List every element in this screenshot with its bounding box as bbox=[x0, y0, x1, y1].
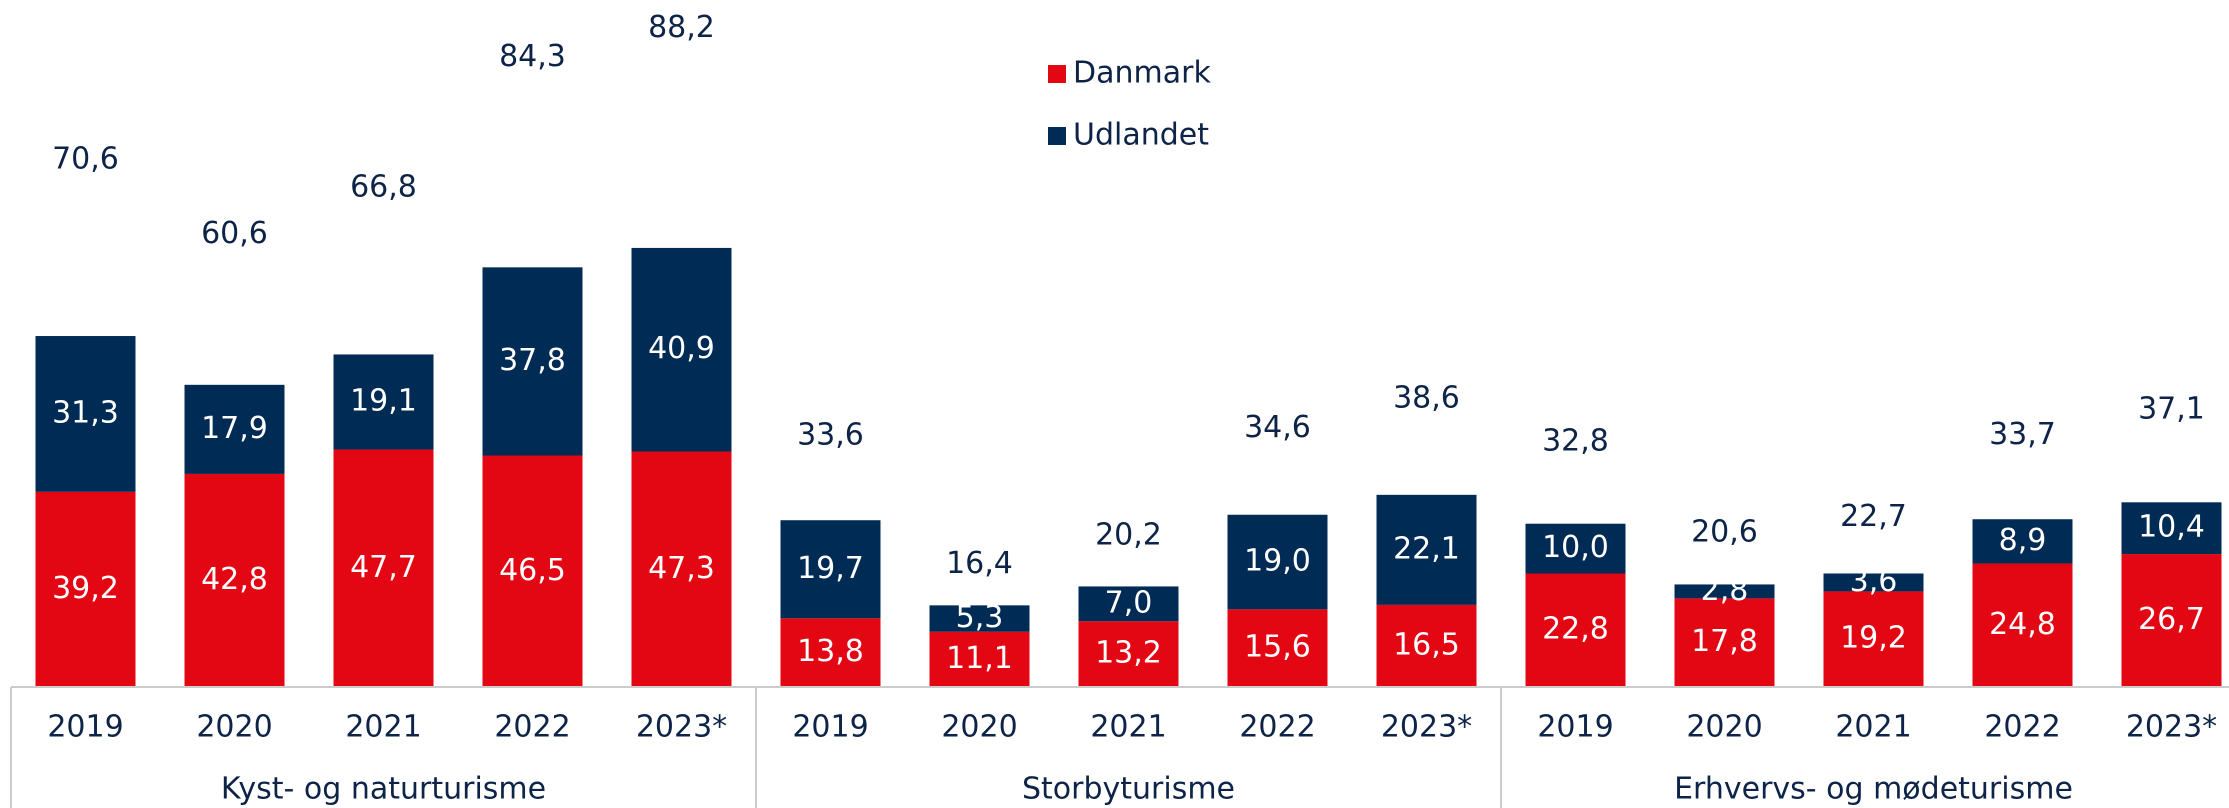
x-tick-label: 2021 bbox=[345, 710, 421, 745]
value-label: 19,1 bbox=[350, 383, 417, 418]
x-tick-label: 2020 bbox=[1686, 710, 1762, 745]
value-label: 17,9 bbox=[201, 411, 268, 446]
x-tick-label: 2019 bbox=[1537, 710, 1613, 745]
total-label: 32,8 bbox=[1542, 424, 1609, 459]
value-label: 13,2 bbox=[1095, 636, 1162, 671]
bar-segment bbox=[929, 605, 1030, 632]
total-label: 60,6 bbox=[201, 216, 268, 251]
value-label: 2,8 bbox=[1701, 573, 1749, 608]
value-label: 40,9 bbox=[648, 331, 715, 366]
x-tick-label: 2021 bbox=[1835, 710, 1911, 745]
total-label: 38,6 bbox=[1393, 380, 1460, 415]
bar-segment bbox=[1078, 621, 1179, 687]
bar-segment bbox=[1525, 523, 1626, 574]
legend-swatch bbox=[1048, 127, 1066, 145]
bar-segment bbox=[2121, 502, 2222, 555]
bar-segment bbox=[184, 473, 285, 687]
value-label: 22,1 bbox=[1393, 531, 1460, 566]
bar-segment bbox=[929, 631, 1030, 687]
x-tick-label: 2022 bbox=[1984, 710, 2060, 745]
value-label: 10,0 bbox=[1542, 530, 1609, 565]
total-label: 84,3 bbox=[499, 39, 566, 74]
bar-segment bbox=[184, 384, 285, 474]
bar-segment bbox=[1376, 494, 1477, 605]
value-label: 5,3 bbox=[956, 600, 1004, 635]
value-label: 3,6 bbox=[1850, 564, 1898, 599]
legend-swatch bbox=[1048, 65, 1066, 83]
bar-segment bbox=[482, 455, 583, 687]
bar-segment bbox=[35, 336, 136, 492]
bar-segment bbox=[1674, 584, 1775, 599]
total-label: 20,6 bbox=[1691, 515, 1758, 550]
total-label: 22,7 bbox=[1840, 499, 1907, 534]
bar-segment bbox=[333, 449, 434, 687]
bar-segment bbox=[1972, 563, 2073, 687]
bar-segment bbox=[631, 247, 732, 452]
value-label: 17,8 bbox=[1691, 624, 1758, 659]
group-label: Storbyturisme bbox=[1022, 772, 1235, 807]
bar-segment bbox=[780, 520, 881, 619]
total-label: 33,7 bbox=[1989, 417, 2056, 452]
group-label: Kyst- og naturturisme bbox=[221, 772, 546, 807]
total-label: 33,6 bbox=[797, 418, 864, 453]
x-tick-label: 2023* bbox=[1381, 710, 1472, 745]
x-tick-label: 2020 bbox=[196, 710, 272, 745]
bar-segment bbox=[1823, 591, 1924, 687]
total-label: 88,2 bbox=[648, 10, 715, 45]
value-label: 8,9 bbox=[1999, 523, 2047, 558]
total-label: 70,6 bbox=[52, 141, 119, 176]
value-label: 46,5 bbox=[499, 553, 566, 588]
value-label: 24,8 bbox=[1989, 607, 2056, 642]
bar-segment bbox=[482, 267, 583, 456]
total-label: 16,4 bbox=[946, 546, 1013, 581]
value-label: 42,8 bbox=[201, 562, 268, 597]
value-label: 19,7 bbox=[797, 551, 864, 586]
value-label: 16,5 bbox=[1393, 627, 1460, 662]
x-tick-label: 2019 bbox=[792, 710, 868, 745]
value-label: 31,3 bbox=[52, 395, 119, 430]
bar-segment bbox=[1078, 586, 1179, 622]
value-label: 47,7 bbox=[350, 550, 417, 585]
value-label: 39,2 bbox=[52, 571, 119, 606]
value-label: 19,0 bbox=[1244, 544, 1311, 579]
bar-segment bbox=[2121, 554, 2222, 687]
value-label: 19,2 bbox=[1840, 621, 1907, 656]
bar-segment bbox=[1823, 573, 1924, 592]
legend-label: Danmark bbox=[1073, 56, 1211, 91]
x-tick-label: 2023* bbox=[636, 710, 727, 745]
legend-label: Udlandet bbox=[1073, 118, 1209, 153]
bar-segment bbox=[780, 618, 881, 687]
bar-segment bbox=[1227, 609, 1328, 687]
bar-segment bbox=[35, 491, 136, 687]
value-label: 47,3 bbox=[648, 551, 715, 586]
total-label: 66,8 bbox=[350, 170, 417, 205]
total-label: 37,1 bbox=[2138, 391, 2205, 426]
x-tick-label: 2022 bbox=[494, 710, 570, 745]
bar-segment bbox=[1227, 514, 1328, 610]
value-label: 26,7 bbox=[2138, 602, 2205, 637]
group-label: Erhvervs- og mødeturisme bbox=[1674, 772, 2073, 807]
x-tick-label: 2019 bbox=[47, 710, 123, 745]
value-label: 15,6 bbox=[1244, 630, 1311, 665]
bar-segment bbox=[1972, 519, 2073, 564]
x-tick-label: 2020 bbox=[941, 710, 1017, 745]
value-label: 7,0 bbox=[1105, 585, 1153, 620]
value-label: 11,1 bbox=[946, 641, 1013, 676]
bar-segment bbox=[1525, 573, 1626, 687]
bar-segment bbox=[1376, 604, 1477, 687]
value-label: 13,8 bbox=[797, 634, 864, 669]
bar-segment bbox=[631, 451, 732, 687]
x-tick-label: 2022 bbox=[1239, 710, 1315, 745]
total-label: 34,6 bbox=[1244, 410, 1311, 445]
x-tick-label: 2023* bbox=[2126, 710, 2217, 745]
value-label: 22,8 bbox=[1542, 612, 1609, 647]
total-label: 20,2 bbox=[1095, 518, 1162, 553]
value-label: 10,4 bbox=[2138, 510, 2205, 545]
bar-segment bbox=[333, 354, 434, 450]
x-tick-label: 2021 bbox=[1090, 710, 1166, 745]
bar-segment bbox=[1674, 598, 1775, 687]
value-label: 37,8 bbox=[499, 343, 566, 378]
